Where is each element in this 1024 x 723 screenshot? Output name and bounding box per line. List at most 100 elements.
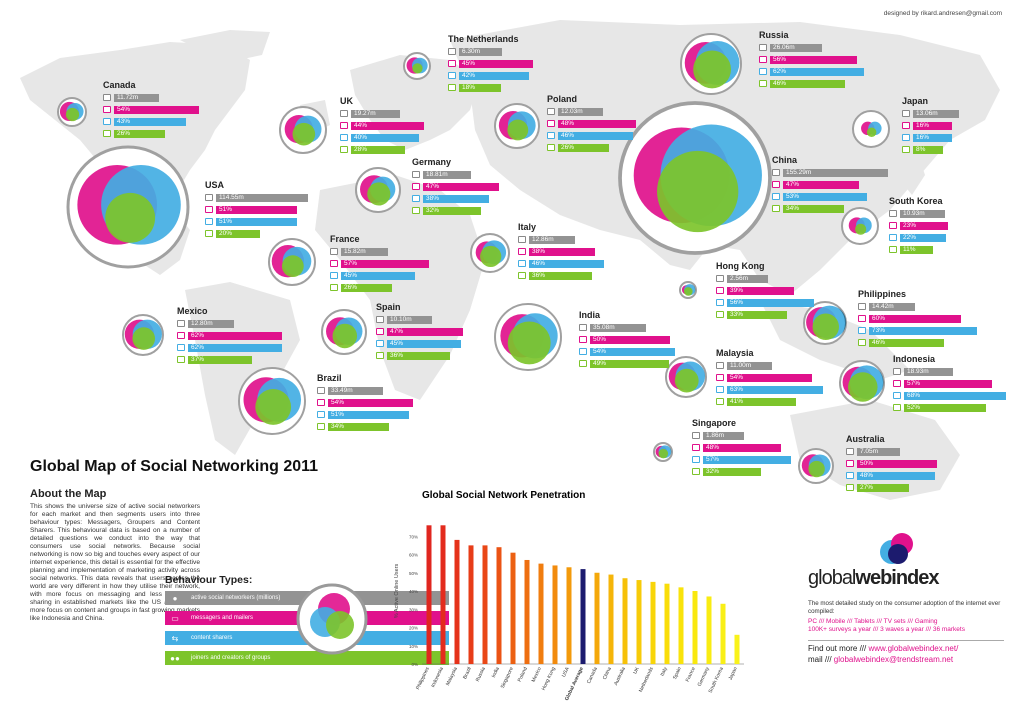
joiners-bar: 32% — [703, 467, 762, 476]
joiners-bar-row: 49% — [579, 358, 699, 369]
country-label-uk: UK 19.27m 44% 40% 28% — [340, 96, 460, 155]
country-venn-philippines — [803, 301, 847, 345]
designer-credit: designed by rikard.andresen@gmail.com — [883, 10, 1002, 17]
joiners-circle — [808, 460, 825, 478]
country-label-india: India 35.08m 50% 54% 49% — [579, 310, 699, 369]
joiners-icon — [902, 146, 910, 153]
joiners-circle — [65, 107, 80, 122]
messengers-bar-row: 47% — [376, 326, 496, 337]
joiners-circle — [812, 313, 839, 341]
active-bar: 14.42m — [869, 302, 916, 311]
sharers-bar-row: 56% — [716, 297, 836, 308]
messengers-bar-row: 62% — [177, 330, 297, 341]
joiners-icon — [716, 398, 724, 405]
country-name: China — [772, 155, 798, 165]
messengers-icon — [376, 328, 384, 335]
sharers-bar-row: 62% — [177, 342, 297, 353]
joiners-icon — [716, 311, 724, 318]
chart-bar-singapore — [510, 552, 516, 664]
messengers-icon — [317, 399, 325, 406]
joiners-bar: 11% — [900, 245, 934, 254]
joiners-bar: 28% — [351, 145, 405, 154]
messengers-bar: 62% — [188, 331, 283, 340]
sharers-bar-row: 43% — [103, 116, 223, 127]
sharers-icon — [716, 299, 724, 306]
messengers-bar-row: 54% — [103, 104, 223, 115]
y-tick-label: 30% — [409, 607, 418, 612]
x-tick-label: USA — [561, 666, 571, 678]
messengers-bar-row: 45% — [448, 58, 568, 69]
joiners-icon — [330, 284, 338, 291]
joiners-bar-row: 33% — [716, 309, 836, 320]
country-label-germany: Germany 18.81m 47% 38% 32% — [412, 157, 532, 216]
x-tick-label: Russia — [475, 666, 487, 683]
joiners-bar-row: 26% — [330, 282, 450, 293]
messengers-bar-row: 57% — [330, 258, 450, 269]
chart-bar-australia — [622, 578, 628, 664]
sharers-bar: 57% — [703, 455, 792, 464]
messengers-bar: 23% — [900, 221, 948, 230]
joiners-icon — [412, 207, 420, 214]
country-name: South Korea — [889, 196, 943, 206]
x-tick-label: UK — [632, 666, 641, 675]
messengers-bar: 57% — [904, 379, 993, 388]
country-label-russia: Russia 26.06m 56% 62% 46% — [759, 30, 879, 89]
messengers-bar-row: 38% — [518, 246, 638, 257]
country-label-malaysia: Malaysia 11.00m 54% 63% 41% — [716, 348, 836, 407]
messengers-bar-row: 60% — [858, 313, 978, 324]
messengers-bar-row: 56% — [759, 54, 879, 65]
chart-bar-japan — [734, 634, 740, 664]
messengers-bar-row: 47% — [772, 179, 892, 190]
sharers-bar: 68% — [904, 391, 1006, 400]
messengers-icon — [846, 460, 854, 467]
sharers-icon — [889, 234, 897, 241]
sharers-icon — [412, 195, 420, 202]
person-icon: ● — [165, 591, 185, 605]
country-label-italy: Italy 12.86m 38% 46% 36% — [518, 222, 638, 281]
country-venn-india — [494, 303, 562, 371]
y-tick-label: 50% — [409, 571, 418, 576]
sharers-bar: 56% — [727, 298, 815, 307]
joiners-icon — [889, 246, 897, 253]
chart-bar-hong-kong — [552, 565, 558, 664]
joiners-bar: 18% — [459, 83, 501, 92]
joiners-bar: 46% — [869, 338, 945, 347]
joiners-circle — [255, 389, 292, 425]
active-icon — [205, 194, 213, 201]
divider — [808, 640, 1004, 641]
active-icon — [518, 236, 526, 243]
country-label-brazil: Brazil 33.49m 54% 51% 34% — [317, 373, 437, 432]
country-label-china: China 155.29m 47% 53% 34% — [772, 155, 892, 214]
active-bar-row: 12.80m — [177, 318, 297, 329]
country-name: Italy — [518, 222, 537, 232]
joiners-bar-row: 32% — [692, 466, 812, 477]
messengers-icon — [547, 120, 555, 127]
sharers-bar-row: 42% — [448, 70, 568, 81]
sharers-icon — [340, 134, 348, 141]
joiners-bar-row: 37% — [177, 354, 297, 365]
messengers-bar-row: 50% — [846, 458, 966, 469]
joiners-circle — [367, 182, 391, 206]
active-bar-row: 11.00m — [716, 360, 836, 371]
sharers-icon — [547, 132, 555, 139]
messengers-bar: 50% — [590, 335, 670, 344]
active-icon — [579, 324, 587, 331]
joiners-circle — [674, 368, 699, 393]
x-tick-label: Mexico — [531, 666, 543, 683]
x-tick-label: Italy — [659, 666, 669, 677]
joiners-bar-row: 36% — [518, 270, 638, 281]
y-axis-label: % Active Online Users — [394, 564, 400, 619]
gwi-email-link[interactable]: globalwebindex@trendstream.net — [833, 655, 954, 664]
messengers-bar-row: 47% — [412, 181, 532, 192]
sharers-bar-row: 54% — [579, 346, 699, 357]
joiners-bar-row: 27% — [846, 482, 966, 493]
sharers-bar: 45% — [341, 271, 415, 280]
joiners-bar-row: 52% — [893, 402, 1013, 413]
sharers-icon — [902, 134, 910, 141]
joiners-icon — [579, 360, 587, 367]
joiners-icon — [103, 130, 111, 137]
sharers-bar: 48% — [857, 471, 935, 480]
gwi-website-link[interactable]: www.globalwebindex.net/ — [868, 644, 959, 653]
active-bar: 6.30m — [459, 47, 502, 56]
messengers-bar-row: 57% — [893, 378, 1013, 389]
